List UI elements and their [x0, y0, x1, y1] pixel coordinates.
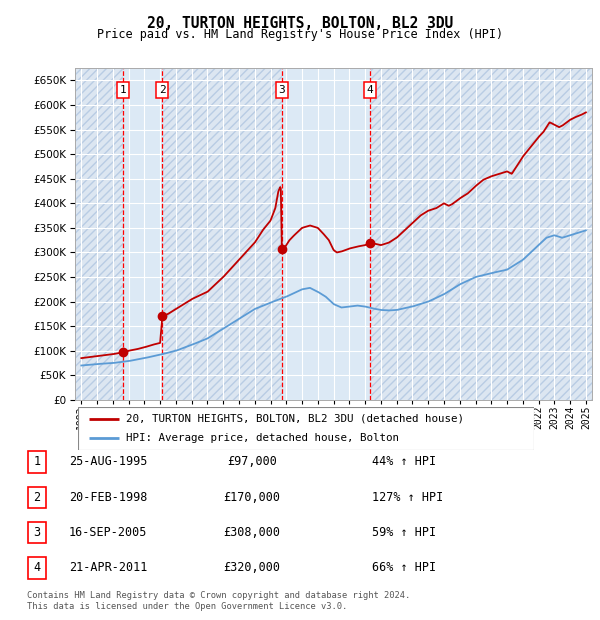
Text: 21-APR-2011: 21-APR-2011 [69, 562, 148, 574]
Text: 25-AUG-1995: 25-AUG-1995 [69, 456, 148, 468]
Text: 3: 3 [278, 85, 285, 95]
Text: 1: 1 [34, 456, 40, 468]
FancyBboxPatch shape [28, 487, 46, 508]
Text: 59% ↑ HPI: 59% ↑ HPI [372, 526, 436, 539]
Text: 16-SEP-2005: 16-SEP-2005 [69, 526, 148, 539]
Text: £320,000: £320,000 [223, 562, 281, 574]
Bar [123, 68, 163, 400]
Text: Contains HM Land Registry data © Crown copyright and database right 2024.
This d: Contains HM Land Registry data © Crown c… [27, 591, 410, 611]
FancyBboxPatch shape [78, 407, 534, 450]
Text: 66% ↑ HPI: 66% ↑ HPI [372, 562, 436, 574]
Text: £308,000: £308,000 [223, 526, 281, 539]
Text: 127% ↑ HPI: 127% ↑ HPI [372, 491, 443, 503]
Text: 44% ↑ HPI: 44% ↑ HPI [372, 456, 436, 468]
Text: 20, TURTON HEIGHTS, BOLTON, BL2 3DU: 20, TURTON HEIGHTS, BOLTON, BL2 3DU [147, 16, 453, 30]
Text: £170,000: £170,000 [223, 491, 281, 503]
Text: 20-FEB-1998: 20-FEB-1998 [69, 491, 148, 503]
Text: 4: 4 [367, 85, 373, 95]
Text: Price paid vs. HM Land Registry's House Price Index (HPI): Price paid vs. HM Land Registry's House … [97, 28, 503, 41]
Text: 20, TURTON HEIGHTS, BOLTON, BL2 3DU (detached house): 20, TURTON HEIGHTS, BOLTON, BL2 3DU (det… [126, 414, 464, 423]
Bar [282, 68, 370, 400]
Text: 3: 3 [34, 526, 40, 539]
Text: £97,000: £97,000 [227, 456, 277, 468]
Text: HPI: Average price, detached house, Bolton: HPI: Average price, detached house, Bolt… [126, 433, 399, 443]
Text: 4: 4 [34, 562, 40, 574]
FancyBboxPatch shape [28, 557, 46, 578]
Text: 2: 2 [159, 85, 166, 95]
FancyBboxPatch shape [28, 451, 46, 472]
Text: 2: 2 [34, 491, 40, 503]
Text: 1: 1 [119, 85, 127, 95]
FancyBboxPatch shape [28, 522, 46, 543]
